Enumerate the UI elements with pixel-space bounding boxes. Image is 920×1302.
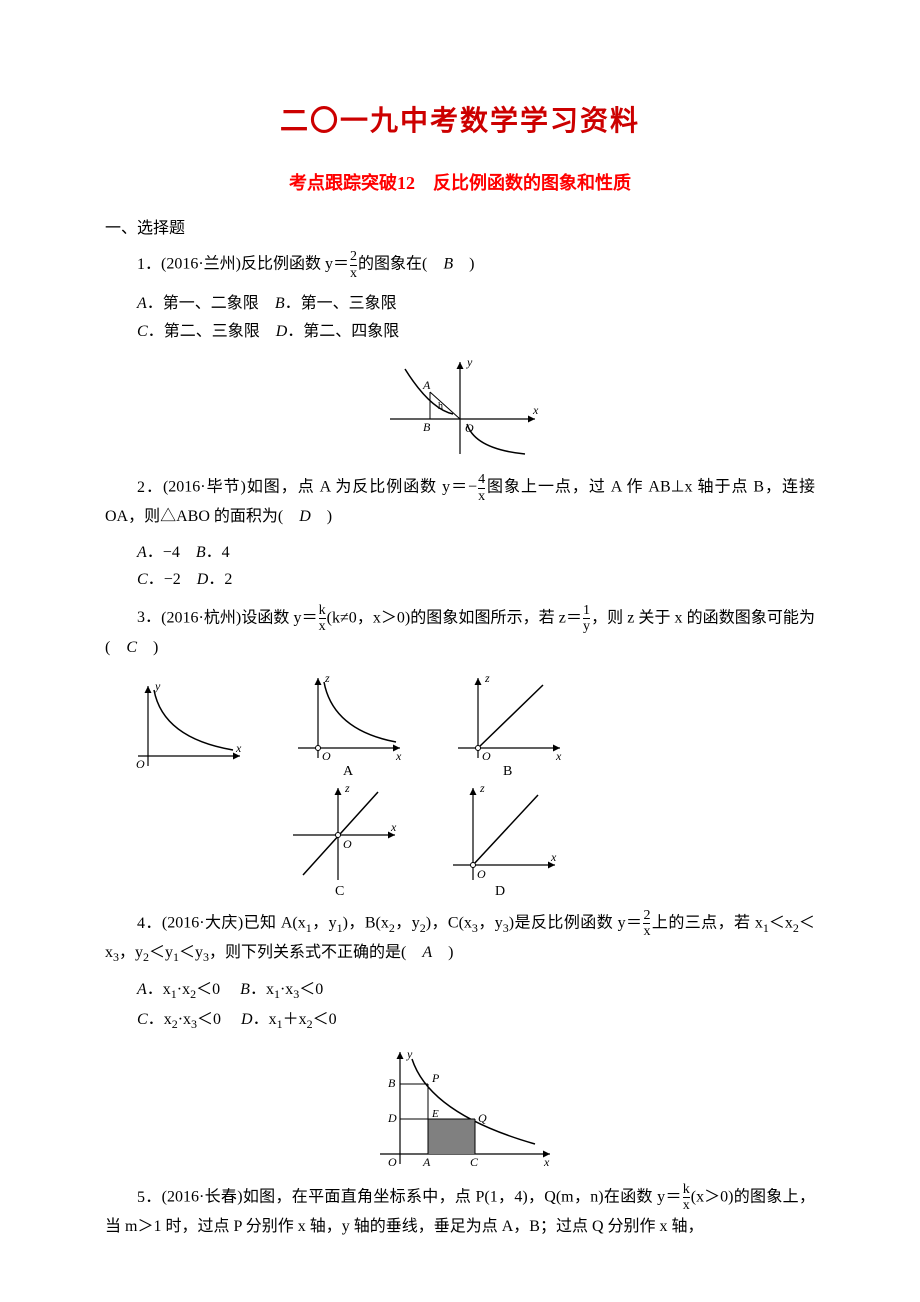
q3-frac2: 1y xyxy=(583,603,590,635)
q4-options: A．x1·x2＜0 B．x1·x3＜0 C．x2·x3＜0 D．x1＋x2＜0 xyxy=(105,977,815,1034)
q2-opt-a: −4 xyxy=(163,544,180,561)
q3-answer: C xyxy=(126,639,137,656)
question-5: 5．(2016·长春)如图，在平面直角坐标系中，点 P(1，4)，Q(m，n)在… xyxy=(105,1182,815,1239)
svg-text:x: x xyxy=(550,850,557,864)
svg-text:O: O xyxy=(388,1155,397,1169)
q3-number: 3． xyxy=(105,609,161,626)
svg-text:x: x xyxy=(395,749,402,763)
q2-opt-d-letter: D xyxy=(197,571,209,588)
q1-text: 反比例函数 y＝ xyxy=(241,256,349,273)
svg-text:O: O xyxy=(482,749,491,763)
q2-frac: 4x xyxy=(478,472,485,504)
q2-opt-a-letter: A xyxy=(137,544,147,561)
q1-tail: 的图象在( xyxy=(358,256,443,273)
q3-text-b: (k≠0，x＞0)的图象如图所示，若 z＝ xyxy=(327,609,582,626)
q3-label-b: B xyxy=(503,764,512,779)
q1-options: A．第一、二象限 B．第一、三象限 C．第二、三象限 D．第二、四象限 xyxy=(105,291,815,344)
question-3: 3．(2016·杭州)设函数 y＝kx(k≠0，x＞0)的图象如图所示，若 z＝… xyxy=(105,603,815,660)
fig-q2-label-y: y xyxy=(466,355,473,369)
q2-opt-c-letter: C xyxy=(137,571,148,588)
fig-q2-label-o: O xyxy=(465,421,474,435)
q1-source: (2016·兰州) xyxy=(161,256,241,273)
q2-number: 2． xyxy=(105,479,163,496)
q5-number: 5． xyxy=(105,1189,162,1206)
svg-text:A: A xyxy=(422,1155,431,1169)
q3-label-d: D xyxy=(495,884,505,899)
figure-q5: B P D E Q O A C x y xyxy=(105,1044,815,1174)
question-2: 2．(2016·毕节)如图，点 A 为反比例函数 y＝−4x图象上一点，过 A … xyxy=(105,472,815,529)
svg-text:x: x xyxy=(235,741,242,755)
svg-text:x: x xyxy=(390,820,397,834)
svg-text:z: z xyxy=(324,671,330,685)
fig-q2-label-a: A xyxy=(422,378,431,392)
svg-text:z: z xyxy=(344,781,350,795)
svg-text:y: y xyxy=(406,1047,413,1061)
q1-opt-b-letter: B xyxy=(275,295,285,312)
q2-opt-b: 4 xyxy=(222,544,230,561)
question-1: 1．(2016·兰州)反比例函数 y＝2x的图象在( B ) xyxy=(105,249,815,281)
q4-answer: A xyxy=(422,944,432,961)
q4-source: (2016·大庆) xyxy=(162,915,243,932)
figure-q3-d: O x z D xyxy=(443,780,563,900)
q2-opt-d: 2 xyxy=(224,571,232,588)
q2-answer: D xyxy=(299,508,311,525)
svg-text:y: y xyxy=(154,679,161,693)
main-title: 二〇一九中考数学学习资料 xyxy=(105,100,815,145)
q3-source: (2016·杭州) xyxy=(161,609,241,626)
q1-opt-b: 第一、三象限 xyxy=(301,295,397,312)
sub-title: 考点跟踪突破12 反比例函数的图象和性质 xyxy=(105,169,815,198)
q1-opt-c: 第二、三象限 xyxy=(164,323,260,340)
figure-q3-a: O x z A xyxy=(288,670,408,780)
q3-frac1: kx xyxy=(319,603,326,635)
q3-label-a: A xyxy=(343,764,354,779)
q2-source: (2016·毕节) xyxy=(163,479,246,496)
q5-frac: kx xyxy=(683,1182,690,1214)
q2-options: A．−4 B．4 C．−2 D．2 xyxy=(105,540,815,593)
q4-frac: 2x xyxy=(643,908,650,940)
svg-text:O: O xyxy=(322,749,331,763)
fig-q2-label-h: h xyxy=(438,401,443,412)
q1-opt-a: 第一、二象限 xyxy=(163,295,259,312)
q5-source: (2016·长春) xyxy=(162,1189,243,1206)
q2-tail2: ) xyxy=(311,508,332,525)
svg-text:E: E xyxy=(431,1108,439,1120)
q1-opt-d: 第二、四象限 xyxy=(303,323,399,340)
svg-text:z: z xyxy=(484,671,490,685)
fig-q2-label-b: B xyxy=(423,420,431,434)
figure-q3-b: O x z B xyxy=(448,670,568,780)
svg-text:x: x xyxy=(543,1155,550,1169)
svg-text:O: O xyxy=(136,757,145,771)
section-heading: 一、选择题 xyxy=(105,216,815,242)
figure-q2: A h B O x y xyxy=(105,354,815,464)
q3-label-c: C xyxy=(335,884,344,899)
svg-text:x: x xyxy=(555,749,562,763)
svg-text:Q: Q xyxy=(478,1111,487,1125)
figure-q3-group: O x y O x z A O x z B xyxy=(105,670,815,900)
q2-text-a: 如图，点 A 为反比例函数 y＝ xyxy=(246,479,468,496)
q1-tail2: ) xyxy=(453,256,474,273)
q1-answer: B xyxy=(443,256,453,273)
svg-text:O: O xyxy=(477,867,486,881)
svg-text:O: O xyxy=(343,837,352,851)
q4-number: 4． xyxy=(105,915,162,932)
svg-text:C: C xyxy=(470,1155,479,1169)
q1-frac: 2x xyxy=(350,249,357,281)
svg-text:D: D xyxy=(387,1111,397,1125)
q2-opt-c: −2 xyxy=(164,571,181,588)
svg-text:P: P xyxy=(431,1071,440,1085)
figure-q3-given: O x y xyxy=(128,678,248,773)
q1-number: 1． xyxy=(105,256,161,273)
q1-opt-a-letter: A xyxy=(137,295,147,312)
q1-opt-c-letter: C xyxy=(137,323,148,340)
q1-opt-d-letter: D xyxy=(276,323,288,340)
svg-text:B: B xyxy=(388,1076,396,1090)
q5-text-a: 如图，在平面直角坐标系中，点 P(1，4)，Q(m，n)在函数 y＝ xyxy=(243,1189,682,1206)
q2-opt-b-letter: B xyxy=(196,544,206,561)
fig-q2-label-x: x xyxy=(532,403,539,417)
figure-q3-c: O x z C xyxy=(283,780,403,900)
question-4: 4．(2016·大庆)已知 A(x1，y1)，B(x2，y2)，C(x3，y3)… xyxy=(105,908,815,967)
q3-text-a: 设函数 y＝ xyxy=(241,609,317,626)
svg-text:z: z xyxy=(479,781,485,795)
q3-tail2: ) xyxy=(137,639,158,656)
